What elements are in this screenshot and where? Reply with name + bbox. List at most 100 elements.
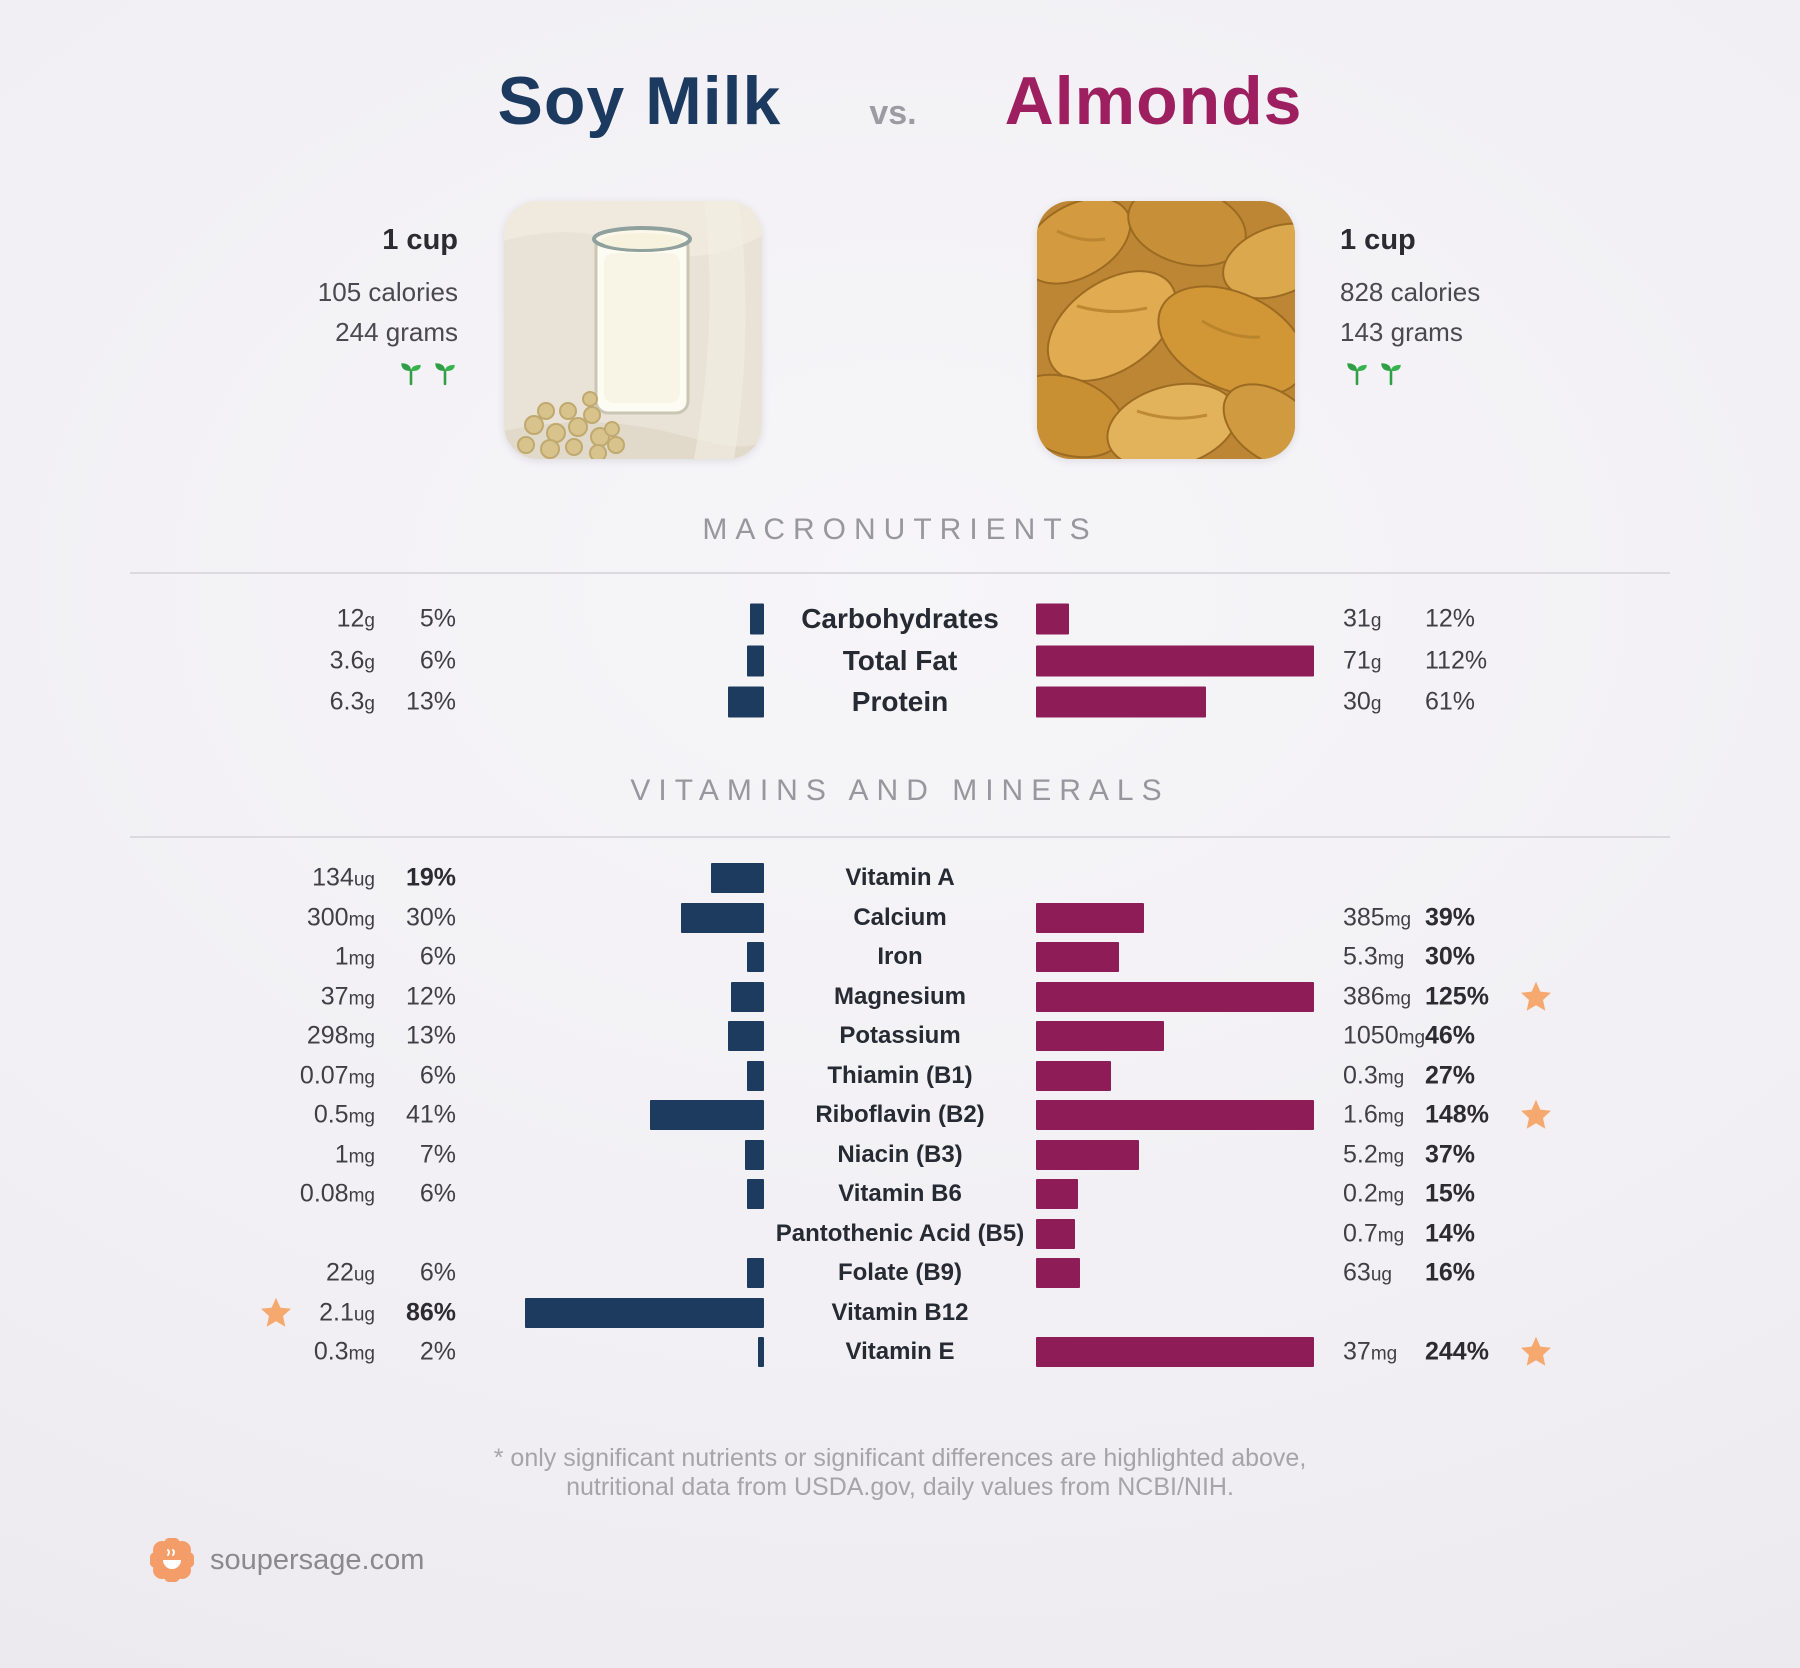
soy-daily-value-pct: 12%	[405, 982, 456, 1010]
soy-bar	[745, 1139, 764, 1170]
soy-serving-info: 1 cup 105 calories 244 grams	[138, 222, 458, 395]
nutrient-row: Protein 6.3g 13% 30g 61%	[0, 682, 1800, 722]
almond-daily-value-pct: 112%	[1425, 646, 1488, 674]
almond-daily-value-pct: 15%	[1425, 1179, 1476, 1208]
soy-amount: 3.6g	[329, 646, 375, 674]
almond-daily-value-pct: 30%	[1425, 942, 1476, 971]
soy-amount: 134ug	[312, 863, 375, 892]
sprout-icon	[432, 360, 458, 395]
soy-bar	[681, 902, 764, 933]
nutrient-label: Vitamin A	[845, 864, 955, 891]
almond-bar	[1036, 1258, 1080, 1288]
soy-calories: 105 calories	[317, 277, 458, 307]
brand-url: soupersage.com	[210, 1543, 425, 1576]
soy-bar	[747, 1060, 764, 1091]
nutrient-label: Potassium	[839, 1022, 961, 1049]
almond-daily-value-pct: 46%	[1425, 1021, 1476, 1050]
nutrient-label: Carbohydrates	[801, 603, 999, 634]
soy-amount: 1mg	[334, 1140, 375, 1168]
soy-amount: 0.5mg	[313, 1100, 375, 1129]
soy-bar	[747, 942, 764, 972]
soy-amount: 0.3mg	[313, 1337, 375, 1366]
sprout-icon	[1344, 360, 1370, 395]
almond-amount: 5.2mg	[1343, 1140, 1405, 1168]
almonds-illustration	[1037, 201, 1295, 459]
soy-daily-value-pct: 86%	[405, 1298, 456, 1326]
nutrient-row: Total Fat 3.6g 6% 71g 112%	[0, 641, 1800, 681]
soy-amount: 0.08mg	[299, 1179, 375, 1208]
soy-daily-value-pct: 30%	[405, 903, 456, 931]
sprout-glyph	[1381, 363, 1402, 386]
nutrient-label: Folate (B9)	[837, 1259, 962, 1286]
soy-daily-value-pct: 6%	[419, 1179, 456, 1208]
almond-daily-value-pct: 12%	[1425, 604, 1476, 633]
almond-bar	[1036, 645, 1314, 676]
title-soy-milk: Soy Milk	[497, 63, 782, 139]
almonds-serving-info: 1 cup 828 calories 143 grams	[1340, 222, 1660, 395]
macronutrients-header: MACRONUTRIENTS	[702, 513, 1098, 546]
soy-daily-value-pct: 6%	[419, 942, 456, 971]
almond-bar	[1036, 902, 1144, 933]
title-row: Soy Milk vs. Almonds	[0, 62, 1800, 140]
nutrient-label: Thiamin (B1)	[827, 1061, 973, 1089]
significant-star-icon	[1518, 979, 1554, 1015]
soy-bar	[731, 981, 764, 1012]
title-almonds: Almonds	[1004, 63, 1303, 139]
soy-amount: 37mg	[320, 982, 375, 1010]
nutrient-label: Riboflavin (B2)	[815, 1101, 985, 1128]
soy-daily-value-pct: 6%	[419, 646, 456, 674]
nutrient-row: Riboflavin (B2) 0.5mg 41% 1.6mg 148%	[0, 1095, 1800, 1135]
footnote-line2: nutritional data from USDA.gov, daily va…	[566, 1473, 1234, 1501]
nutrient-label: Vitamin B12	[831, 1298, 969, 1326]
almond-amount: 0.7mg	[1343, 1219, 1405, 1247]
nutrient-row: Folate (B9) 22ug 6% 63ug 16%	[0, 1253, 1800, 1293]
soy-milk-photo	[504, 201, 762, 459]
soy-bar	[747, 645, 764, 676]
soy-amount: 22ug	[326, 1258, 375, 1287]
almond-amount: 63ug	[1343, 1258, 1392, 1287]
almond-amount: 5.3mg	[1343, 942, 1405, 971]
footnote-line1: * only significant nutrients or signific…	[493, 1444, 1307, 1472]
divider	[130, 836, 1670, 838]
nutrient-row: Iron 1mg 6% 5.3mg 30%	[0, 937, 1800, 977]
nutrient-row: Thiamin (B1) 0.07mg 6% 0.3mg 27%	[0, 1056, 1800, 1096]
almond-daily-value-pct: 14%	[1425, 1219, 1476, 1247]
almond-amount: 31g	[1343, 604, 1382, 633]
almond-daily-value-pct: 125%	[1425, 982, 1489, 1010]
soy-daily-value-pct: 6%	[419, 1258, 456, 1287]
sprout-glyph	[1347, 363, 1367, 386]
almonds-serving-size: 1 cup	[1340, 224, 1416, 256]
sprout-glyph	[435, 363, 455, 386]
vitamins-header: VITAMINS AND MINERALS	[630, 774, 1170, 807]
soy-amount: 1mg	[334, 942, 375, 971]
almond-bar	[1036, 686, 1206, 718]
almond-daily-value-pct: 27%	[1425, 1061, 1476, 1089]
soy-daily-value-pct: 2%	[419, 1337, 456, 1366]
almond-amount: 71g	[1343, 646, 1382, 674]
soy-bar	[525, 1297, 764, 1328]
almond-daily-value-pct: 16%	[1425, 1258, 1476, 1287]
soy-bar	[711, 863, 764, 893]
nutrient-row: Niacin (B3) 1mg 7% 5.2mg 37%	[0, 1135, 1800, 1175]
soy-bar	[750, 603, 764, 635]
almond-bar	[1036, 942, 1119, 972]
almond-amount: 385mg	[1343, 903, 1412, 931]
nutrient-row: Pantothenic Acid (B5) 0.7mg 14%	[0, 1214, 1800, 1254]
brand: soupersage.com	[150, 1538, 424, 1582]
almond-amount: 386mg	[1343, 982, 1412, 1010]
almond-amount: 0.2mg	[1343, 1179, 1405, 1208]
soy-daily-value-pct: 19%	[405, 863, 456, 892]
almond-amount: 37mg	[1343, 1337, 1398, 1366]
soy-bar	[758, 1337, 764, 1367]
sprout-glyph	[400, 363, 421, 386]
title-vs: vs.	[869, 94, 917, 132]
soy-daily-value-pct: 13%	[405, 1021, 456, 1050]
soy-amount: 300mg	[306, 903, 375, 931]
almond-bar	[1036, 1060, 1111, 1091]
significant-star-icon	[1518, 1334, 1554, 1370]
soy-amount: 6.3g	[329, 687, 375, 716]
soupersage-logo-icon	[150, 1538, 194, 1582]
soy-bar	[728, 686, 764, 718]
almond-amount: 0.3mg	[1343, 1061, 1405, 1089]
